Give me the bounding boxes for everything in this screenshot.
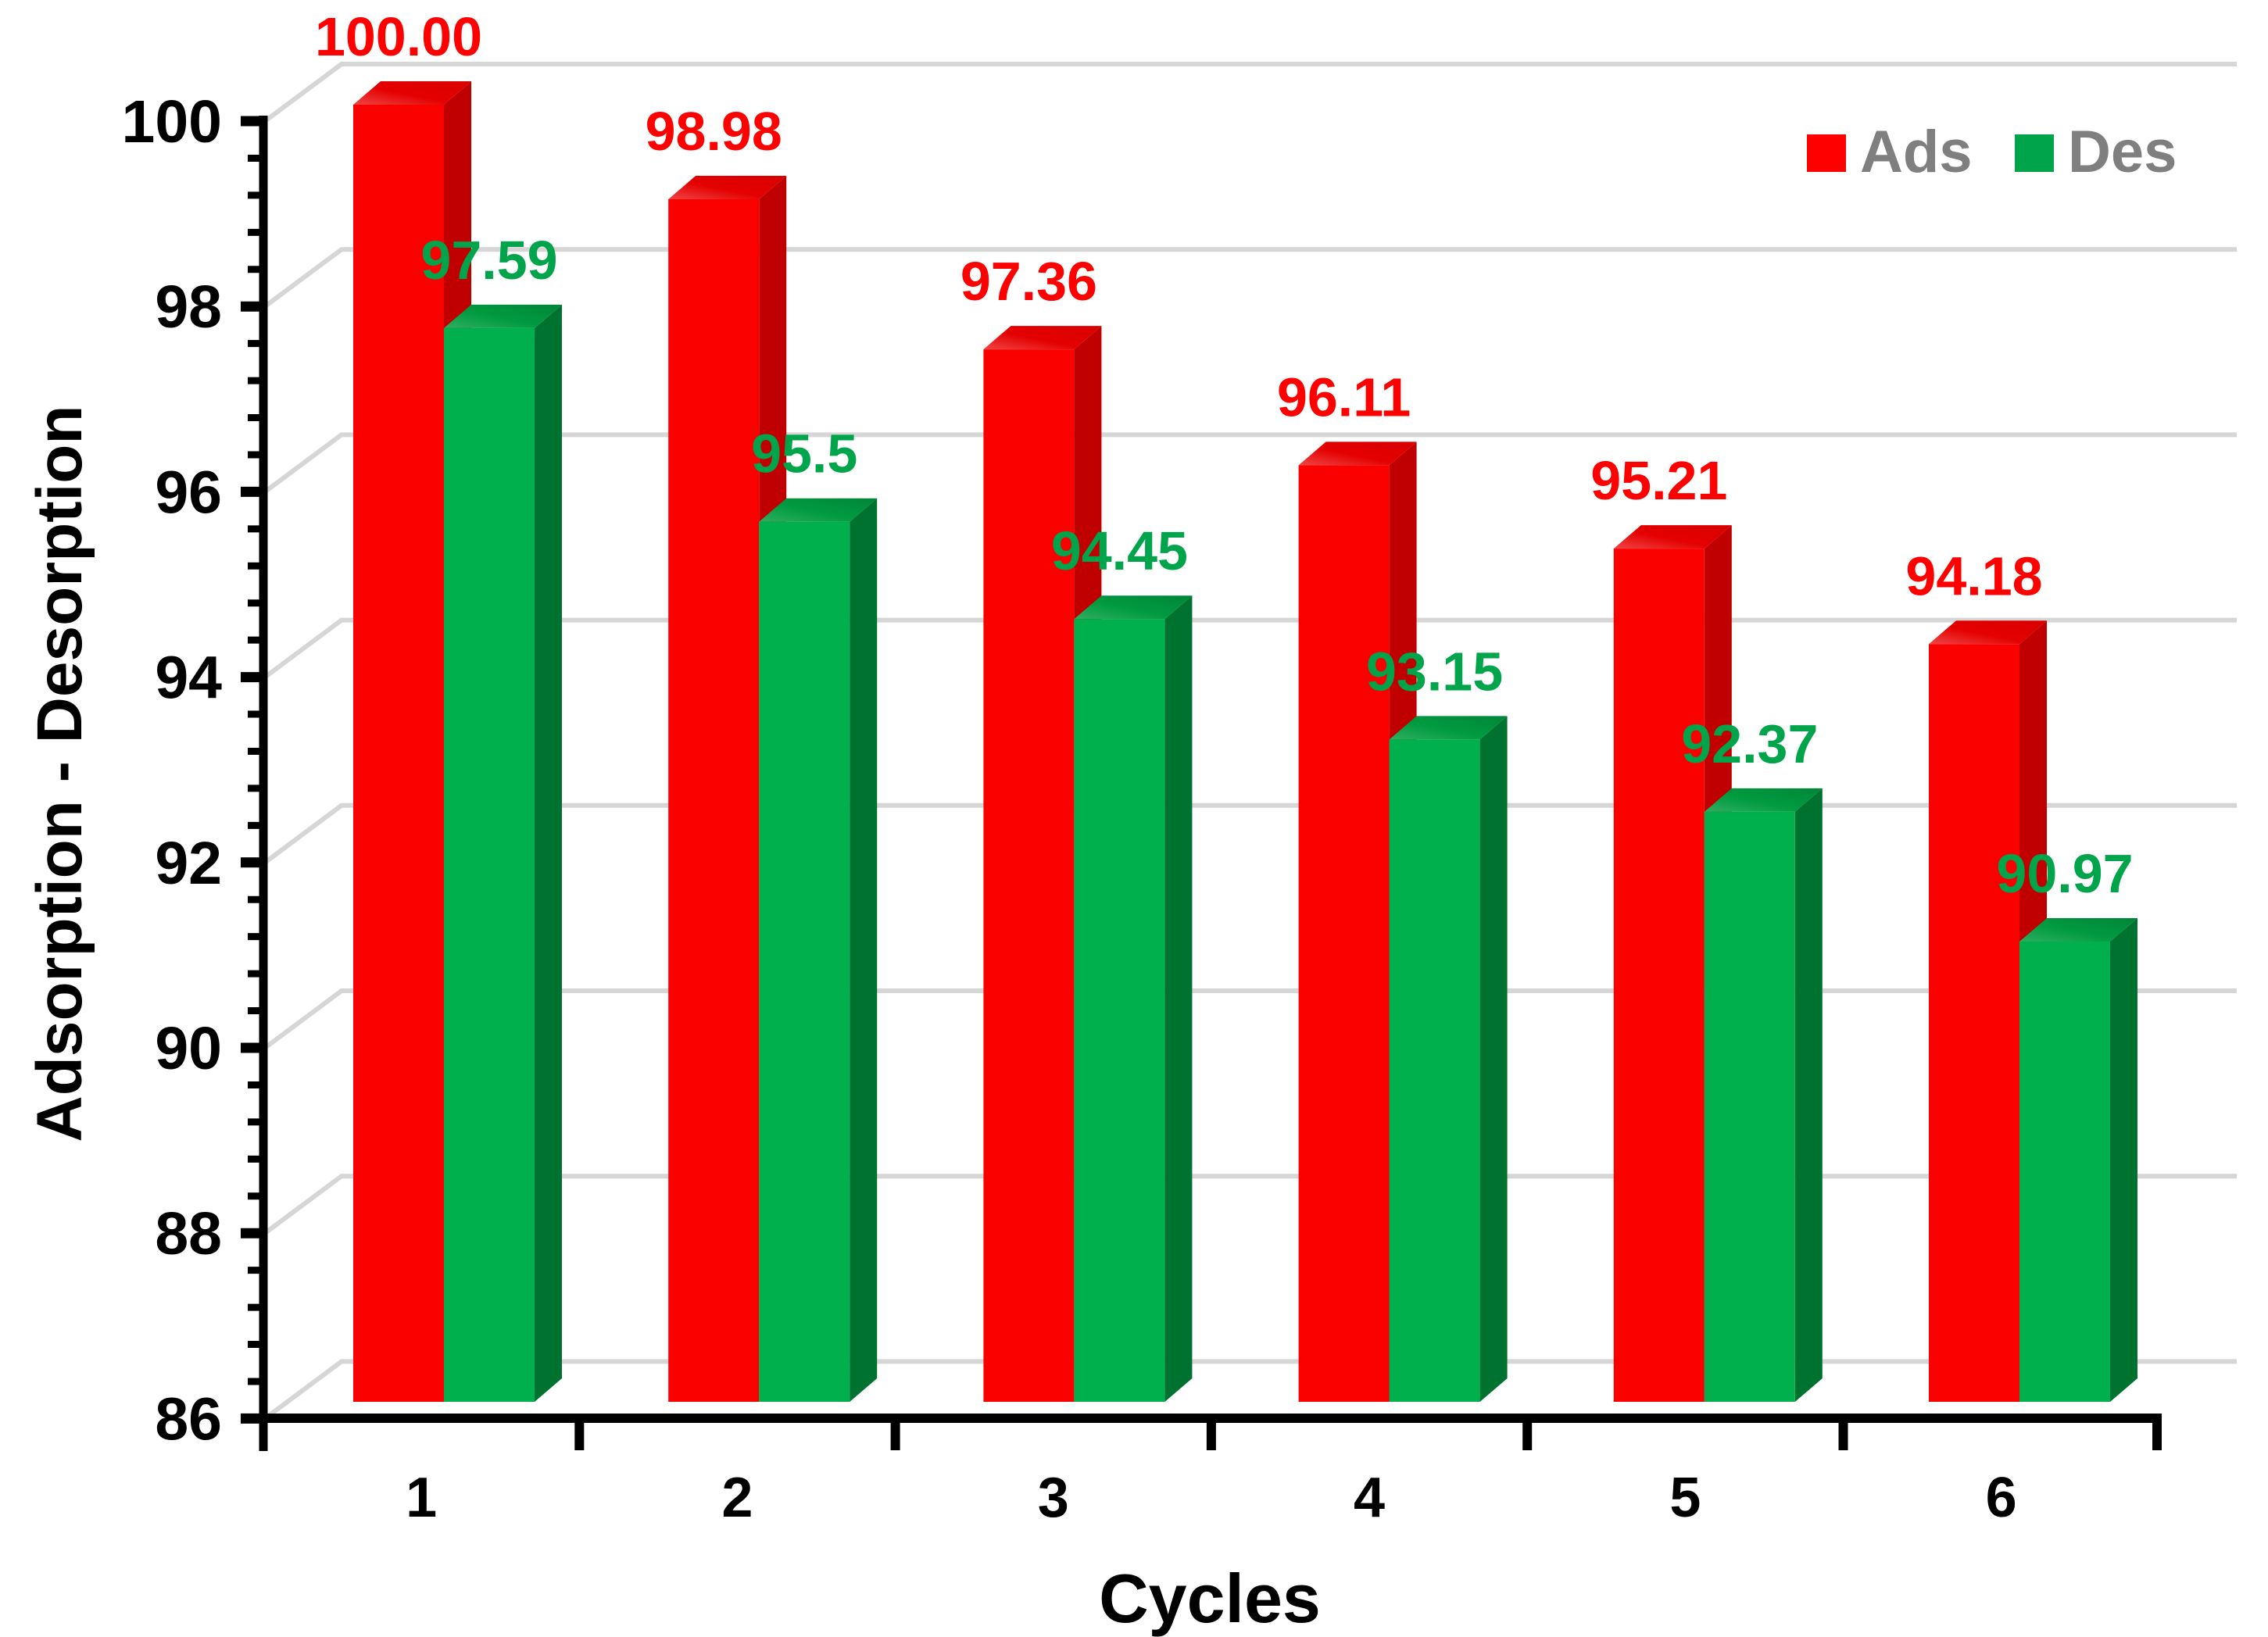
gridline-100 <box>263 62 2237 123</box>
bar-top-face <box>444 304 562 328</box>
y-axis-title: Adsorption - Desorption <box>24 406 95 1142</box>
x-tick-label-2: 2 <box>721 1467 753 1529</box>
data-label-des-5: 92.37 <box>1681 713 1818 774</box>
data-label-des-4: 93.15 <box>1366 641 1503 702</box>
bar-front-face <box>668 198 760 1402</box>
x-tick-label-6: 6 <box>1986 1467 2017 1529</box>
bar-top-face <box>1074 595 1193 620</box>
bar-side-face <box>2110 917 2137 1402</box>
bar-side-face <box>850 498 878 1403</box>
bar-des-1 <box>444 304 562 1403</box>
legend: Ads Des <box>1807 119 2177 185</box>
x-tick-label-5: 5 <box>1669 1467 1701 1529</box>
bar-des-2 <box>759 498 878 1403</box>
gridline-88 <box>263 1174 2237 1235</box>
bar-side-face <box>1479 716 1508 1402</box>
data-label-ads-4: 96.11 <box>1277 366 1411 427</box>
bar-front-face <box>444 327 535 1403</box>
data-labels: 100.00 98.98 97.36 96.11 95.21 94.18 97.59 95.5… <box>315 6 2134 904</box>
axes <box>241 116 2162 1451</box>
gridline-94 <box>263 617 2237 680</box>
bar-front-face <box>353 105 444 1402</box>
data-label-ads-5: 95.21 <box>1590 450 1727 511</box>
data-label-des-6: 90.97 <box>1996 843 2133 904</box>
bar-top-face <box>1298 441 1417 466</box>
bar-des-6 <box>2019 917 2137 1402</box>
data-label-ads-2: 98.98 <box>646 101 782 162</box>
y-tick-label-90: 90 <box>155 1015 222 1082</box>
y-tick-label-88: 88 <box>155 1200 222 1267</box>
bar-front-face <box>1929 644 2019 1402</box>
bar-top-face <box>1613 525 1732 549</box>
data-label-des-2: 95.5 <box>751 424 857 484</box>
data-label-ads-3: 97.36 <box>961 251 1097 312</box>
y-tick-label-92: 92 <box>155 830 222 897</box>
x-tick-label-3: 3 <box>1038 1467 1069 1529</box>
x-axis-title: Cycles <box>1099 1560 1321 1637</box>
bar-top-face <box>353 81 471 105</box>
bar-top-face <box>1704 788 1823 812</box>
y-tick-label-94: 94 <box>155 645 222 712</box>
gridline-96 <box>263 432 2237 494</box>
bar-top-face <box>983 326 1102 350</box>
bar-front-face <box>983 349 1075 1402</box>
bar-des-3 <box>1074 595 1193 1402</box>
y-tick-label-100: 100 <box>122 88 222 155</box>
legend-swatch-ads <box>1807 134 1846 172</box>
legend-label-des: Des <box>2068 119 2177 185</box>
bar-side-face <box>535 304 562 1403</box>
legend-swatch-des <box>2015 134 2054 172</box>
bars <box>353 81 2137 1403</box>
gridline-92 <box>263 802 2237 865</box>
bar-des-4 <box>1389 716 1508 1402</box>
y-tick-label-86: 86 <box>155 1385 222 1453</box>
gridline-86 <box>263 1359 2237 1421</box>
gridline-90 <box>263 988 2237 1050</box>
y-tick-label-98: 98 <box>155 273 222 341</box>
legend-label-ads: Ads <box>1860 119 1973 185</box>
bar-des-5 <box>1704 788 1823 1402</box>
data-label-des-1: 97.59 <box>420 230 557 291</box>
bar-ads-3 <box>983 326 1102 1402</box>
data-label-ads-6: 94.18 <box>1905 545 2042 606</box>
bar-front-face <box>759 521 850 1403</box>
bar-front-face <box>1389 739 1480 1402</box>
bar-front-face <box>1613 549 1705 1402</box>
bar-top-face <box>2019 917 2137 942</box>
bar-front-face <box>1298 465 1390 1402</box>
bar-front-face <box>2019 941 2110 1402</box>
bar-side-face <box>1164 595 1193 1402</box>
y-tick-label-96: 96 <box>155 459 222 526</box>
bar-top-face <box>668 175 787 199</box>
bar-top-face <box>759 498 878 522</box>
x-tick-label-4: 4 <box>1354 1467 1385 1529</box>
data-label-ads-1: 100.00 <box>315 6 482 67</box>
bar-side-face <box>1794 788 1823 1402</box>
data-label-des-3: 94.45 <box>1051 520 1188 581</box>
bar-ads-6 <box>1929 620 2047 1402</box>
gridlines <box>263 62 2237 1421</box>
bar-top-face <box>1929 620 2047 645</box>
bar-top-face <box>1389 716 1508 740</box>
bar-front-face <box>1704 811 1795 1402</box>
tick-labels: 86 88 90 92 94 96 98 100 1 2 3 4 5 6 <box>122 88 2017 1529</box>
bar-front-face <box>1074 619 1165 1402</box>
gridline-98 <box>263 247 2237 309</box>
x-tick-label-1: 1 <box>406 1467 437 1529</box>
